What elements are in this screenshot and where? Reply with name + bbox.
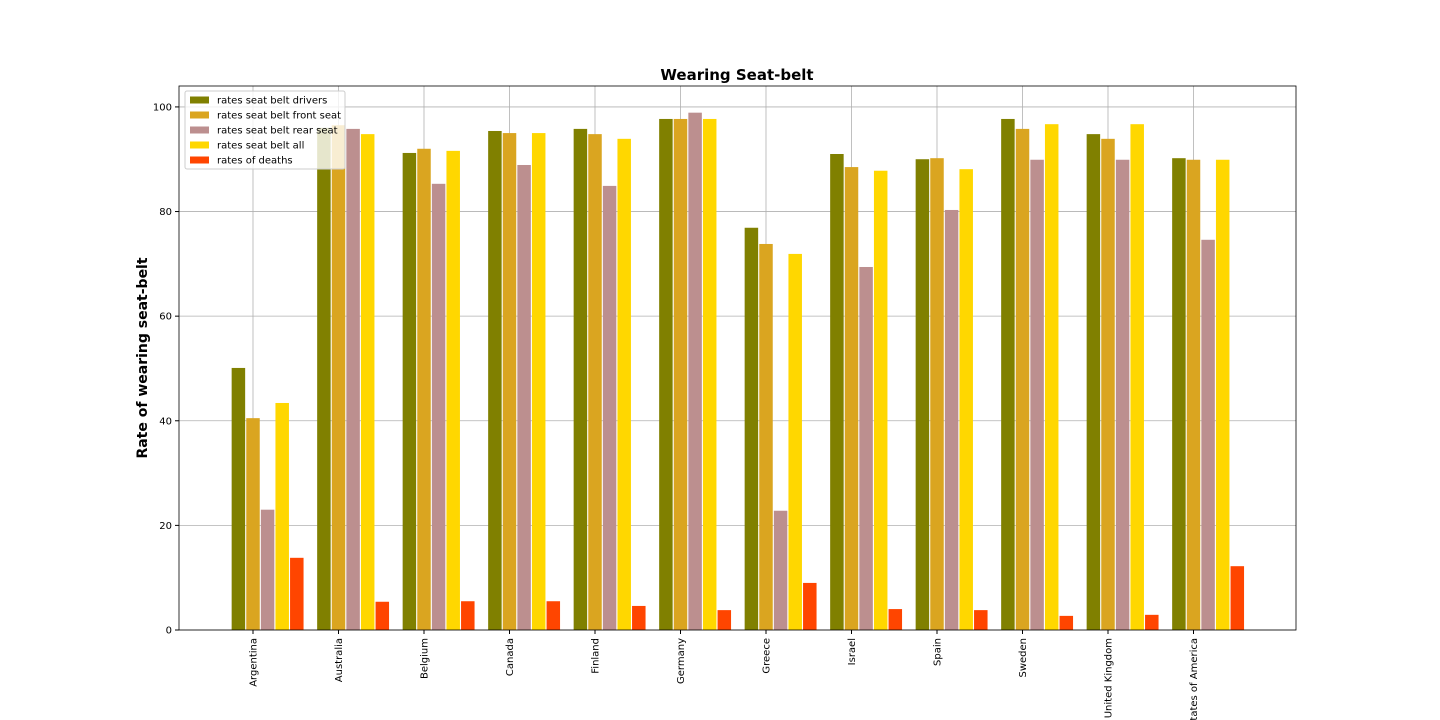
bar — [573, 128, 588, 630]
bar — [488, 130, 502, 630]
bar — [446, 150, 460, 630]
bar — [888, 609, 903, 630]
chart-title: Wearing Seat-belt — [660, 66, 813, 84]
bar — [873, 170, 888, 630]
bar — [531, 133, 546, 631]
bar — [417, 148, 431, 630]
bar — [290, 557, 304, 630]
bar — [930, 158, 944, 630]
y-tick-label: 100 — [153, 102, 172, 113]
x-tick-label: Canada — [505, 638, 516, 676]
bar — [1086, 134, 1101, 630]
bar — [1130, 124, 1144, 630]
bar — [431, 183, 446, 631]
x-tick-label: Finland — [591, 638, 602, 674]
bar — [659, 118, 673, 630]
bar — [1115, 159, 1130, 630]
x-tick-label: United Kingdom — [1104, 638, 1115, 718]
x-tick-label: Israel — [847, 638, 858, 665]
bar — [502, 133, 517, 631]
bar — [231, 367, 246, 630]
bar — [317, 127, 331, 630]
bar — [375, 601, 390, 630]
y-axis-label: Rate of wearing seat-belt — [135, 257, 151, 458]
y-tick-label: 60 — [159, 312, 172, 323]
legend-label: rates seat belt drivers — [217, 96, 327, 107]
bar — [915, 159, 930, 630]
bar — [844, 167, 859, 631]
x-tick-label: United States of America — [1189, 638, 1200, 720]
bar — [602, 185, 617, 630]
bar — [803, 582, 817, 630]
bar — [702, 118, 717, 630]
x-tick-label: Spain — [933, 638, 944, 666]
bar — [1230, 566, 1245, 630]
bar — [1215, 159, 1230, 630]
legend-swatch — [190, 96, 209, 104]
legend-swatch — [190, 156, 209, 164]
bar — [461, 601, 475, 630]
y-tick-label: 0 — [166, 626, 172, 637]
legend: rates seat belt drivers rates seat belt f… — [184, 90, 346, 170]
bar — [673, 118, 688, 630]
bar — [1101, 138, 1115, 631]
y-tick-label: 80 — [159, 207, 172, 218]
bar — [546, 601, 561, 630]
bar — [744, 227, 759, 630]
bar — [1145, 614, 1159, 630]
bar — [260, 509, 275, 630]
x-tick-label: Argentina — [249, 638, 260, 687]
bar — [517, 164, 531, 630]
x-tick-label: Belgium — [420, 638, 431, 679]
legend-swatch — [190, 141, 209, 149]
bar — [1030, 159, 1044, 630]
bar — [959, 169, 973, 630]
plot-frame — [178, 85, 1297, 631]
bar — [331, 125, 346, 630]
bar — [588, 134, 602, 630]
bar — [360, 134, 375, 630]
legend-box — [184, 90, 346, 170]
legend-label: rates seat belt all — [217, 141, 304, 152]
legend-swatch — [190, 111, 209, 119]
bar — [402, 152, 417, 630]
bar — [1201, 239, 1215, 631]
bar — [1015, 128, 1030, 630]
bar — [246, 418, 260, 630]
bar — [1059, 615, 1074, 630]
bar — [617, 138, 631, 631]
bar — [275, 402, 289, 630]
bar — [1001, 118, 1015, 630]
bar — [788, 253, 802, 630]
bar — [773, 510, 788, 630]
bar — [632, 605, 646, 630]
legend-label: rates of deaths — [217, 156, 293, 167]
legend-swatch — [190, 126, 209, 134]
bar — [944, 209, 959, 630]
x-tick-label: Germany — [676, 638, 687, 684]
bar — [759, 243, 773, 630]
bar — [346, 128, 360, 630]
bar — [717, 610, 732, 630]
x-tick-label: Australia — [334, 638, 345, 682]
bar — [1186, 159, 1201, 630]
x-tick-label: Greece — [762, 638, 773, 674]
legend-label: rates seat belt rear seat — [217, 126, 338, 137]
bar — [1172, 158, 1186, 630]
legend-label: rates seat belt front seat — [217, 111, 341, 122]
y-tick-label: 40 — [159, 416, 172, 427]
y-tick-label: 20 — [159, 521, 172, 532]
x-tick-label: Sweden — [1018, 638, 1029, 678]
bar — [1044, 124, 1059, 630]
bar — [859, 266, 873, 630]
bar — [974, 610, 988, 630]
bar — [830, 154, 844, 630]
bar — [688, 112, 702, 630]
